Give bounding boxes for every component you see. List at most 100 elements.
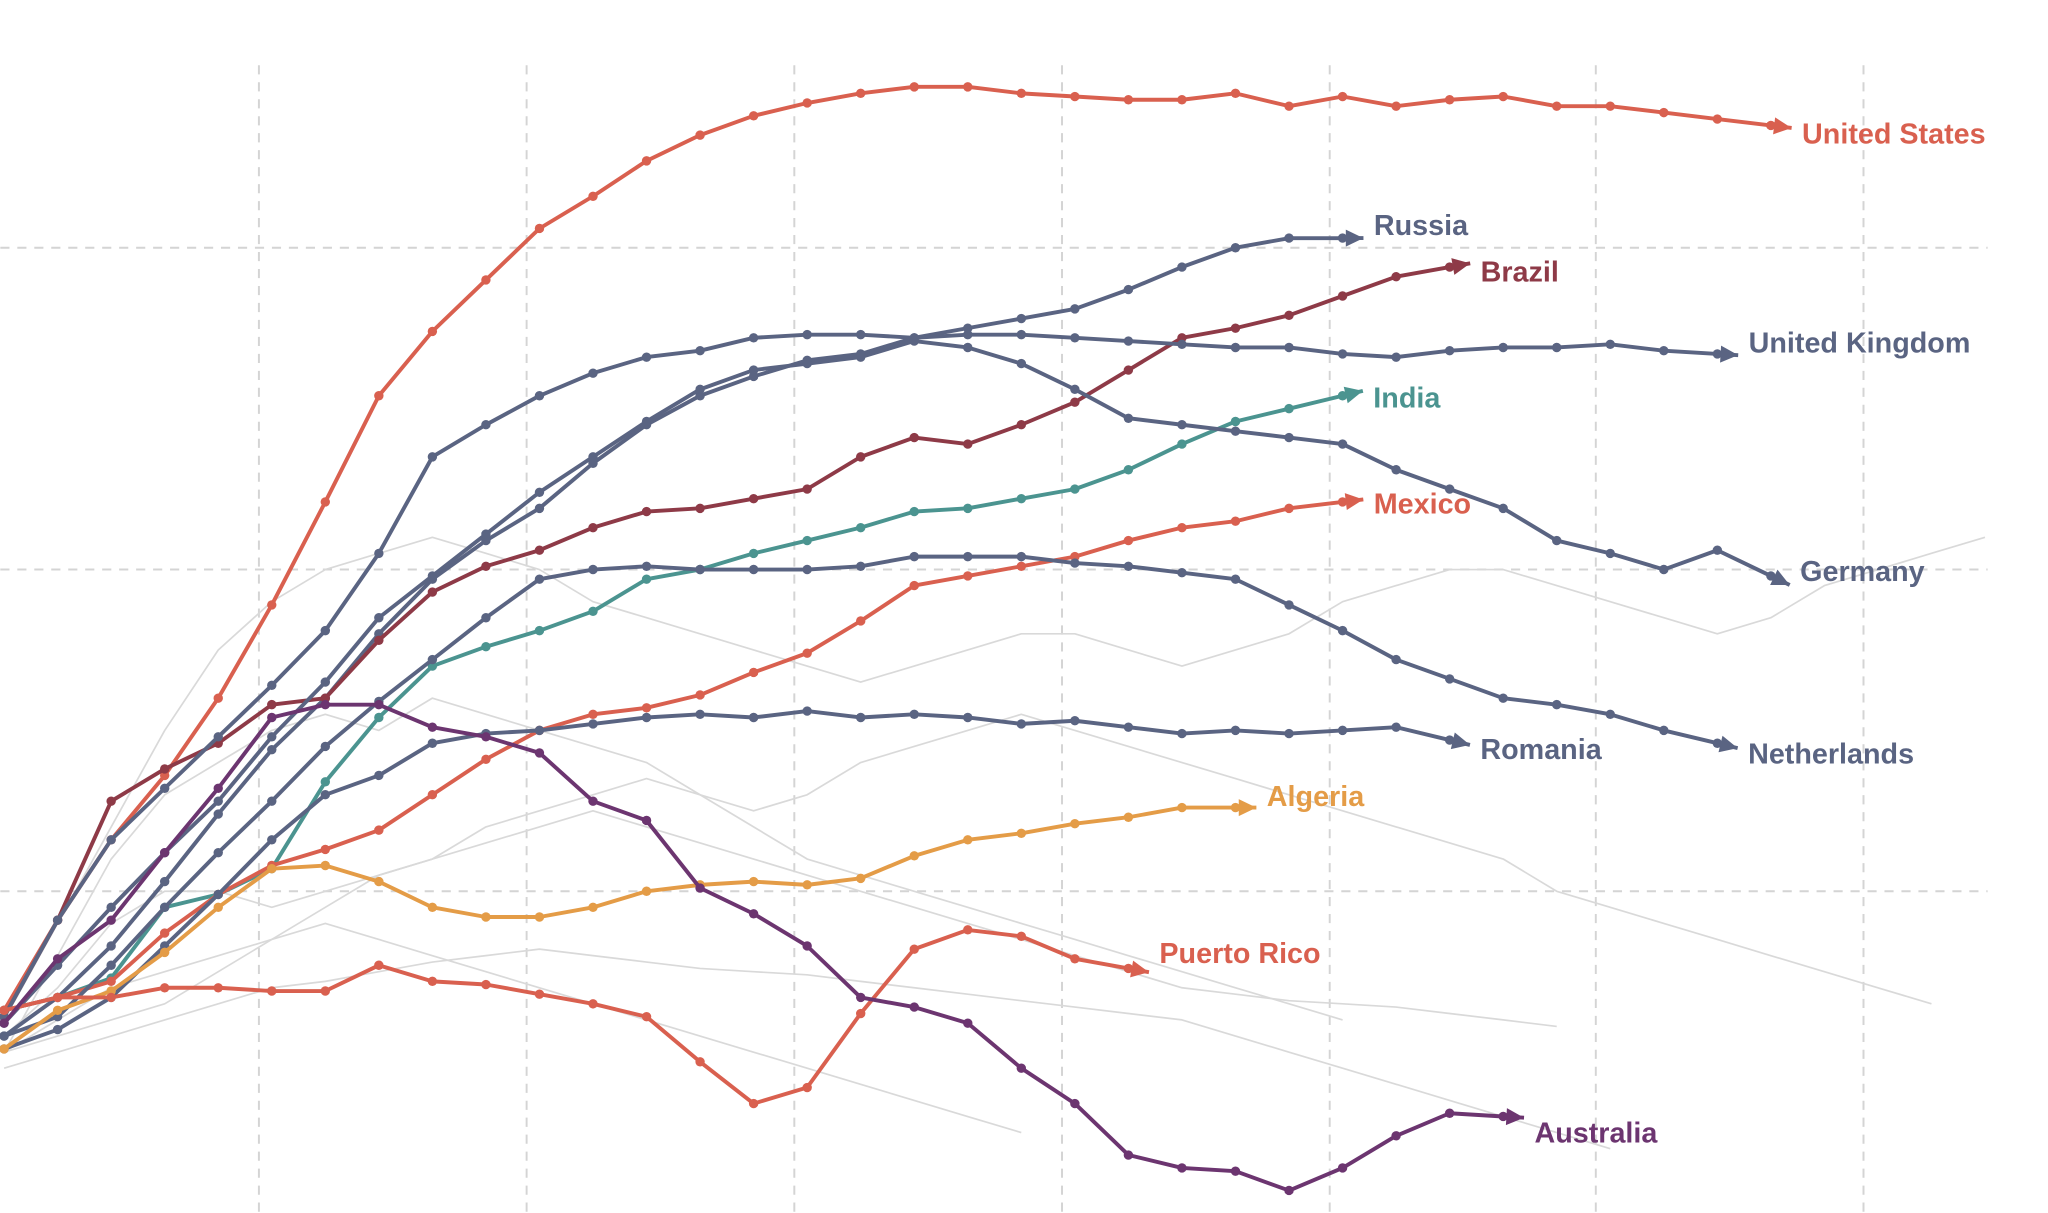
point [1230,1166,1241,1176]
point [0,1031,9,1041]
point [213,693,223,703]
point [159,764,170,774]
point [534,223,545,234]
point [641,815,652,826]
point [0,1044,9,1054]
point [213,796,223,806]
point [748,876,759,887]
point [748,712,759,723]
point [106,992,116,1003]
point [1123,365,1134,375]
point [481,642,491,652]
point [1284,600,1294,610]
point [159,770,170,781]
arrow-head [1773,117,1792,135]
point [374,770,384,781]
point [213,732,223,742]
point [909,432,919,443]
point [1230,426,1241,436]
arrow-head [1130,960,1149,978]
point [748,333,759,343]
point [695,384,705,395]
point [641,1012,652,1022]
point [1712,349,1723,359]
point [748,371,759,382]
point [320,699,331,710]
point [1444,346,1455,356]
point [320,986,331,996]
series-label: Mexico [1374,489,1471,521]
point [481,420,491,430]
point [588,368,598,378]
point [1552,342,1562,353]
point [106,902,116,913]
point [1391,465,1401,475]
line [3,697,1343,1053]
point [1337,625,1348,636]
point [802,648,812,658]
point [695,709,705,719]
point [641,886,652,896]
point [802,535,812,546]
line [3,536,1986,1021]
arrow-head [1238,799,1257,817]
point [374,391,384,401]
point [1123,465,1134,475]
point [534,989,545,999]
point [802,880,812,890]
point [1177,339,1187,349]
point [1016,551,1027,562]
point [963,329,973,340]
point [320,693,331,703]
point [1016,1063,1027,1073]
point [588,564,598,575]
point [695,391,705,401]
point [1391,272,1401,282]
series: Australia [0,699,1658,1196]
point [1123,812,1134,822]
point [588,999,598,1009]
point [1016,828,1027,839]
point [1230,88,1241,99]
point [1552,699,1562,710]
point [52,1024,63,1035]
point [1070,818,1080,829]
point [481,912,491,922]
line [2,84,1772,1012]
point [1284,342,1294,353]
point [213,983,223,993]
point [1230,342,1241,353]
point [267,744,277,755]
point [320,497,331,507]
point [856,712,866,723]
point [1605,548,1615,559]
point [1498,91,1508,102]
arrow-head [1720,345,1739,363]
point [909,580,919,591]
point [748,365,759,375]
line [3,713,1932,1037]
point [963,1018,973,1028]
point [641,703,652,713]
point [1284,101,1294,111]
point [856,616,866,626]
point [1123,95,1134,105]
point [909,851,919,861]
point [106,915,116,925]
point [1177,95,1187,105]
point [534,503,545,514]
point [1284,503,1294,514]
point [1070,558,1080,568]
point [1177,262,1187,272]
point [695,883,705,893]
point [1659,564,1669,575]
point [1444,484,1455,494]
point [963,712,973,723]
arrow-head [1450,732,1470,750]
point [374,960,384,970]
point [1177,802,1187,813]
series: United Kingdom [0,327,1970,1022]
point [748,1098,759,1109]
point [1230,574,1241,584]
point [1284,728,1294,739]
